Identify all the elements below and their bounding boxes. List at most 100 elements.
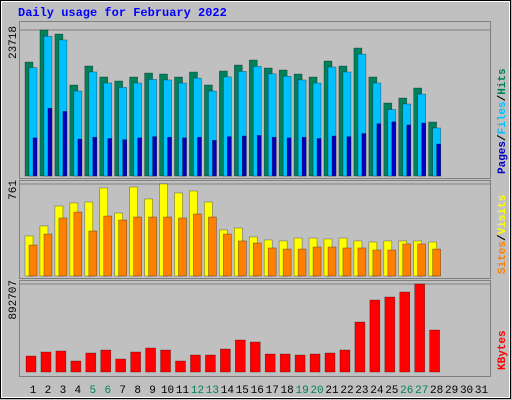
bar [354,321,366,373]
bar [40,351,52,373]
bar [115,358,126,373]
x-tick-label: 13 [206,385,219,397]
bar [235,339,246,373]
bar [167,136,172,177]
bar [297,248,307,277]
bar [372,249,382,277]
bar [163,216,172,277]
x-tick-label: 5 [89,385,96,397]
bar [32,137,38,177]
bar [130,351,141,373]
panel-frame [19,21,491,179]
bar [73,211,83,277]
bar [62,111,68,177]
bar [301,136,307,177]
bar [399,291,411,373]
bar [294,354,306,373]
bar [88,230,98,277]
x-tick-label: 3 [60,385,67,397]
x-tick-label: 31 [475,385,489,397]
bar [252,242,262,277]
bar [107,138,113,177]
bar [197,136,202,177]
bar [208,216,217,277]
bar [220,348,231,373]
bar [309,353,321,373]
bar [175,360,186,373]
bar [212,139,217,177]
x-tick-label: 20 [310,385,323,397]
bar [249,341,261,373]
bar [391,121,397,177]
bar [282,248,292,277]
bar [223,233,232,277]
bar [137,137,142,177]
bar [178,217,187,277]
bar [103,215,113,277]
bar [271,136,277,177]
legend: Sites/Visits [497,195,509,274]
bar [55,350,67,373]
y-tick-label: 761 [8,180,20,200]
bar [47,107,53,177]
x-tick-label: 4 [75,385,82,397]
bar [100,349,112,373]
x-tick-label: 24 [370,385,384,397]
bar [122,139,127,177]
bar [414,283,426,373]
bar [182,137,187,177]
bar [406,124,412,177]
bar [85,352,97,373]
bar [339,349,351,373]
bar [77,138,83,177]
bar [331,135,337,177]
legend-entry: Sites [497,241,509,274]
x-tick-label: 23 [355,385,368,397]
bar [238,240,247,277]
x-tick-label: 19 [295,385,308,397]
bar [43,233,53,277]
bar [133,216,142,277]
bar [25,355,37,373]
x-tick-label: 17 [266,385,279,397]
x-tick-label: 1 [30,385,37,397]
bar [152,136,157,177]
x-tick-label: 7 [119,385,126,397]
legend: Pages/Files/Hits [497,68,509,174]
bar [28,244,38,277]
bar [342,247,352,277]
panel-frame [19,280,491,377]
x-tick-label: 6 [104,385,111,397]
bar [312,246,322,277]
bar [205,354,216,373]
bar [118,219,127,277]
legend: KBytes [497,330,509,370]
legend-separator: / [497,234,509,241]
x-tick-label: 25 [385,385,398,397]
x-tick-label: 27 [415,385,428,397]
bar [402,243,412,277]
bar [190,354,201,373]
x-tick-label: 2 [45,385,52,397]
panel-frame [19,180,491,279]
x-tick-label: 9 [149,385,156,397]
bar [324,352,336,373]
bar [227,136,232,177]
x-tick-label: 29 [445,385,458,397]
x-tick-label: 16 [251,385,264,397]
bar [327,246,337,277]
legend-entry: Visits [497,195,509,235]
y-tick-label: 23718 [8,26,20,59]
bar [432,248,441,277]
bar [193,213,202,277]
legend-entry: KBytes [497,330,509,370]
bar [436,143,441,177]
bar [267,247,277,277]
x-tick-label: 28 [430,385,443,397]
bar [417,243,427,277]
bar [58,217,68,277]
x-tick-label: 12 [191,385,204,397]
